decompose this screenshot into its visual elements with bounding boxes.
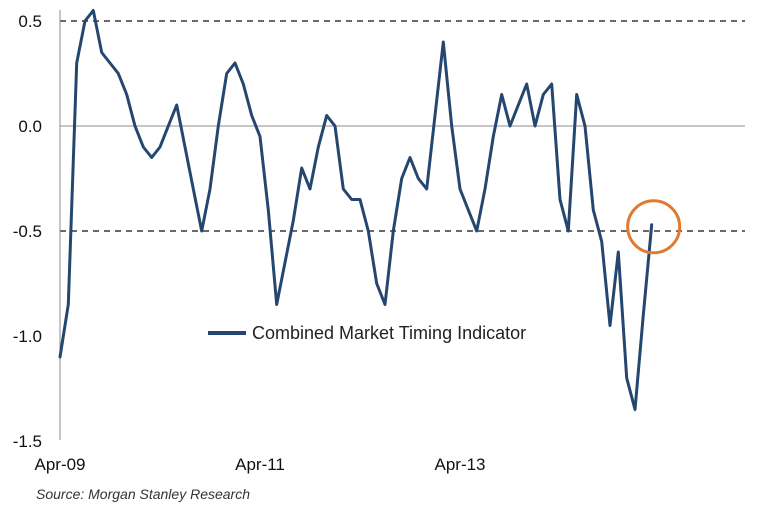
highlight-circle: [626, 199, 682, 255]
x-tick-label: Apr-09: [34, 455, 85, 474]
series-line: [58, 9, 654, 411]
x-axis-ticks: Apr-09 Apr-11 Apr-13: [34, 455, 485, 474]
series-layer: [58, 9, 654, 411]
x-tick-label: Apr-11: [235, 455, 285, 474]
legend-label: Combined Market Timing Indicator: [252, 323, 526, 343]
y-tick-label: -1.5: [13, 432, 42, 451]
y-tick-label: -1.0: [13, 327, 42, 346]
x-tick-label: Apr-13: [434, 455, 485, 474]
legend: Combined Market Timing Indicator: [208, 323, 526, 343]
y-tick-label: -0.5: [13, 222, 42, 241]
y-axis-ticks: 0.5 0.0 -0.5 -1.0 -1.5: [13, 12, 42, 451]
source-note: Source: Morgan Stanley Research: [36, 486, 250, 502]
y-tick-label: 0.5: [18, 12, 42, 31]
y-tick-label: 0.0: [18, 117, 42, 136]
gridlines: [59, 10, 745, 440]
annotation-layer: [626, 199, 682, 255]
